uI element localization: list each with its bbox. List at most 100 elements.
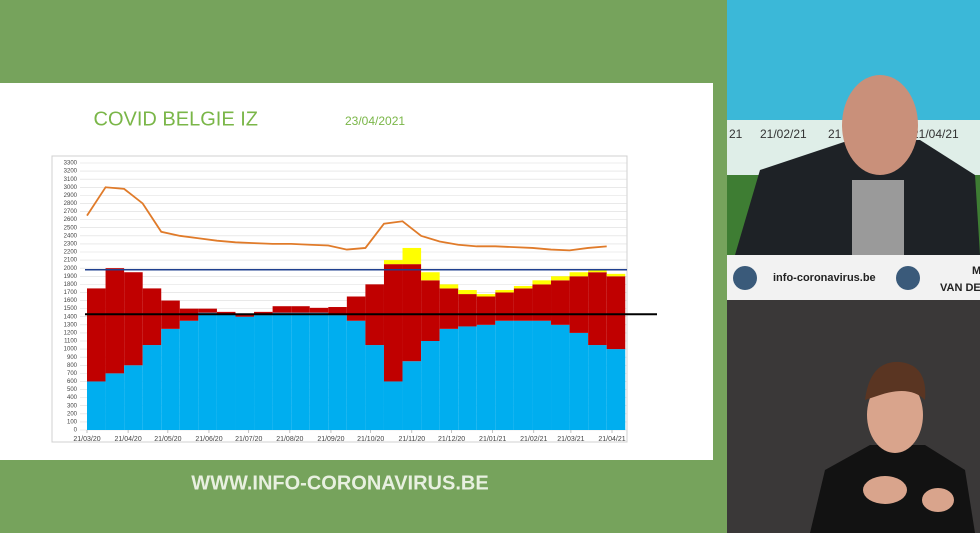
bar-segment: [476, 294, 496, 297]
desk-sign: info-coronavirus.be: [773, 272, 876, 284]
y-tick-label: 2400: [64, 233, 78, 239]
y-tick-label: 800: [67, 363, 78, 369]
y-tick-label: 400: [67, 395, 78, 401]
x-tick-label: 21/02/21: [520, 436, 547, 443]
bar-segment: [513, 285, 533, 289]
bar-segment: [588, 345, 607, 430]
y-tick-label: 600: [67, 379, 78, 385]
bottom-video: [727, 300, 980, 533]
y-tick-label: 1500: [64, 306, 78, 312]
bar-segment: [402, 264, 422, 362]
x-tick-label: 21/04/20: [114, 436, 141, 443]
bar-segment: [124, 365, 143, 430]
chart-subtitle: 23/04/2021: [345, 114, 405, 128]
x-tick-label: 21/11/20: [398, 436, 425, 443]
bar-segment: [421, 272, 440, 281]
bar-segment: [421, 280, 440, 341]
y-tick-label: 3100: [64, 177, 78, 183]
y-tick-label: 2600: [64, 217, 78, 223]
screen-label: 21/04/21: [912, 127, 959, 141]
y-tick-label: 1600: [64, 298, 78, 304]
bar-segment: [328, 307, 347, 316]
x-tick-label: 21/01/21: [479, 436, 506, 443]
bar-segment: [606, 276, 626, 350]
x-tick-label: 21/06/20: [195, 436, 222, 443]
bar-segment: [476, 324, 496, 430]
y-tick-label: 2000: [64, 266, 78, 272]
speaker-shirt: [852, 180, 904, 255]
bar-segment: [87, 288, 106, 382]
y-tick-label: 2700: [64, 209, 78, 215]
y-tick-label: 300: [67, 403, 78, 409]
bar-segment: [606, 273, 626, 277]
y-tick-label: 3000: [64, 185, 78, 191]
bar-segment: [383, 260, 403, 265]
hands: [922, 488, 954, 512]
x-tick-label: 21/12/20: [438, 436, 465, 443]
bar-segment: [569, 276, 589, 333]
bar-segment: [551, 280, 570, 325]
bar-segment: [476, 296, 496, 325]
bar-segment: [551, 276, 570, 281]
capacity-line: [86, 186, 607, 252]
bar-segment: [142, 288, 162, 346]
y-tick-label: 3200: [64, 169, 78, 175]
x-tick-label: 21/03/20: [73, 436, 100, 443]
bar-segment: [532, 280, 552, 285]
bar-segment: [216, 314, 236, 430]
bar-segment: [346, 296, 366, 321]
name-card: M: [972, 265, 980, 277]
x-tick-label: 21/05/20: [154, 436, 181, 443]
bar-segment: [105, 373, 125, 430]
interpreter-hair: [865, 361, 926, 400]
bar-segment: [365, 345, 384, 430]
bar-segment: [402, 361, 422, 430]
bar-segment: [309, 307, 329, 313]
y-tick-label: 500: [67, 387, 78, 393]
bar-segment: [179, 320, 199, 430]
bar-segment: [272, 312, 292, 430]
plot-frame: [51, 155, 628, 443]
y-tick-label: 3300: [64, 161, 78, 167]
bar-segment: [421, 341, 440, 430]
bar-segment: [328, 315, 347, 430]
bar-segment: [291, 306, 310, 313]
bar-segment: [383, 381, 403, 430]
y-tick-label: 2500: [64, 225, 78, 231]
x-tick-label: 21/08/20: [276, 436, 303, 443]
screen-label: 21: [828, 127, 842, 141]
bar-segment: [495, 292, 514, 321]
bar-segment: [235, 314, 255, 317]
bar-segment: [105, 268, 125, 374]
bar-segment: [532, 320, 552, 430]
screen-label: 21/02/21: [760, 127, 807, 141]
bar-segment: [551, 324, 570, 430]
bar-segment: [439, 284, 459, 289]
logo: [733, 266, 757, 290]
y-tick-label: 2200: [64, 250, 78, 256]
desk: [727, 255, 980, 300]
y-tick-label: 1000: [64, 347, 78, 353]
y-tick-label: 2100: [64, 258, 78, 264]
bar-segment: [495, 320, 514, 430]
bar-segment: [513, 288, 533, 321]
y-tick-label: 2900: [64, 193, 78, 199]
bar-segment: [124, 272, 143, 366]
y-tick-label: 1200: [64, 330, 78, 336]
interpreter-head: [867, 377, 923, 453]
x-tick-label: 21/09/20: [317, 436, 344, 443]
bar-segment: [402, 247, 422, 265]
bar-segment: [161, 328, 180, 430]
bar-segment: [346, 320, 366, 430]
bar-segment: [142, 345, 162, 430]
y-tick-label: 900: [67, 355, 78, 361]
bar-segment: [439, 328, 459, 430]
bar-segment: [588, 272, 607, 346]
bar-segment: [216, 311, 236, 315]
y-tick-label: 1300: [64, 322, 78, 328]
chart-title: COVID BELGIE IZ: [94, 108, 258, 130]
bar-segment: [569, 272, 589, 277]
logo: [896, 266, 920, 290]
bar-segment: [588, 269, 607, 273]
